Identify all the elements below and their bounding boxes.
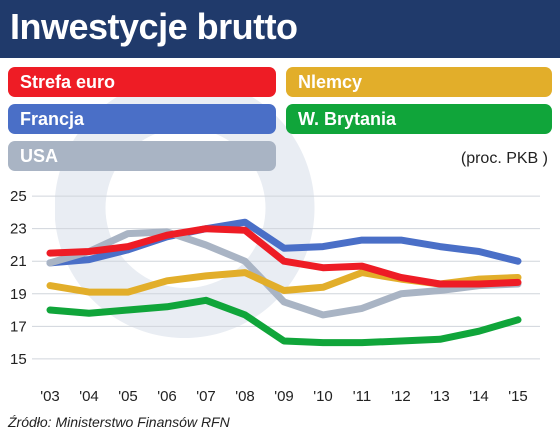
series-line-w-brytania xyxy=(46,296,522,347)
x-tick-label-4: '07 xyxy=(196,388,216,405)
legend-item-niemcy: Nlemcy xyxy=(286,67,552,97)
y-tick-label-17: 17 xyxy=(10,318,27,335)
y-tick-label-21: 21 xyxy=(10,253,27,270)
x-tick-label-5: '08 xyxy=(235,388,255,405)
legend-item-francja: Francja xyxy=(8,104,276,134)
legend-item-w-brytania: W. Brytania xyxy=(286,104,552,134)
series-line-usa xyxy=(46,228,522,319)
chart-title: Inwestycje brutto xyxy=(10,6,298,47)
x-tick-label-0: '03 xyxy=(40,388,60,405)
x-tick-label-11: '14 xyxy=(469,388,489,405)
series-line-strefa-euro xyxy=(46,225,522,288)
x-tick-label-9: '12 xyxy=(391,388,411,405)
x-tick-label-8: '11 xyxy=(353,388,371,405)
y-tick-label-25: 25 xyxy=(10,188,27,205)
x-tick-label-3: '06 xyxy=(157,388,177,405)
legend-label-francja: Francja xyxy=(20,109,85,129)
x-tick-label-2: '05 xyxy=(118,388,138,405)
unit-label: (proc. PKB ) xyxy=(460,150,548,167)
x-tick-label-6: '09 xyxy=(274,388,294,405)
y-tick-label-15: 15 xyxy=(10,351,27,368)
y-tick-label-19: 19 xyxy=(10,286,27,303)
legend-item-usa: USA xyxy=(8,141,276,171)
legend-label-strefa-euro: Strefa euro xyxy=(20,72,116,92)
legend-item-strefa-euro: Strefa euro xyxy=(8,67,276,97)
source-note: Źródło: Ministerstwo Finansów RFN xyxy=(8,414,230,430)
title-bar xyxy=(0,0,560,58)
x-tick-label-1: '04 xyxy=(79,388,99,405)
x-tick-label-10: '13 xyxy=(430,388,450,405)
legend-label-w-brytania: W. Brytania xyxy=(298,109,397,129)
x-tick-label-7: '10 xyxy=(313,388,333,405)
legend-label-niemcy: Nlemcy xyxy=(298,72,363,92)
x-tick-label-12: '15 xyxy=(508,388,528,405)
legend-label-usa: USA xyxy=(20,146,59,166)
y-tick-label-23: 23 xyxy=(10,221,27,238)
